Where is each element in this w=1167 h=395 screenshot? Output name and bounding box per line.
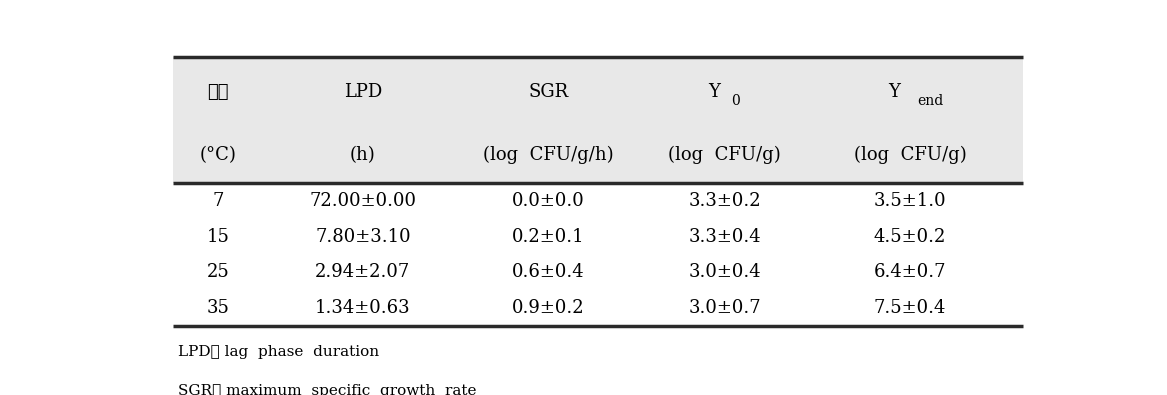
- Text: (°C): (°C): [200, 147, 237, 164]
- Text: 7.80±3.10: 7.80±3.10: [315, 228, 411, 246]
- Bar: [173, 56, 1023, 183]
- Text: 3.0±0.7: 3.0±0.7: [689, 299, 761, 317]
- Text: 4.5±0.2: 4.5±0.2: [874, 228, 946, 246]
- Text: 1.34±0.63: 1.34±0.63: [315, 299, 411, 317]
- Text: 3.3±0.4: 3.3±0.4: [689, 228, 761, 246]
- Text: 25: 25: [207, 263, 230, 282]
- Text: 2.94±2.07: 2.94±2.07: [315, 263, 411, 282]
- Text: Y: Y: [888, 83, 900, 101]
- Text: SGR: SGR: [529, 83, 568, 101]
- Text: end: end: [917, 94, 943, 108]
- Text: 0.6±0.4: 0.6±0.4: [512, 263, 585, 282]
- Text: 15: 15: [207, 228, 230, 246]
- Text: Y: Y: [708, 83, 720, 101]
- Text: 0: 0: [732, 94, 740, 108]
- Text: LPD： lag  phase  duration: LPD： lag phase duration: [177, 344, 378, 359]
- Text: 3.0±0.4: 3.0±0.4: [689, 263, 761, 282]
- Text: (log  CFU/g): (log CFU/g): [669, 146, 781, 164]
- Text: 3.3±0.2: 3.3±0.2: [689, 192, 761, 210]
- Text: (log  CFU/g): (log CFU/g): [854, 146, 966, 164]
- Text: LPD: LPD: [344, 83, 382, 101]
- Text: SGR： maximum  specific  growth  rate: SGR： maximum specific growth rate: [177, 384, 476, 395]
- Text: 35: 35: [207, 299, 230, 317]
- Text: (h): (h): [350, 147, 376, 164]
- Text: 7: 7: [212, 192, 224, 210]
- Text: 72.00±0.00: 72.00±0.00: [309, 192, 417, 210]
- Text: 온도: 온도: [208, 83, 229, 101]
- Text: 0.9±0.2: 0.9±0.2: [512, 299, 585, 317]
- Text: 7.5±0.4: 7.5±0.4: [874, 299, 946, 317]
- Text: 0.2±0.1: 0.2±0.1: [512, 228, 585, 246]
- Text: (log  CFU/g/h): (log CFU/g/h): [483, 146, 614, 164]
- Text: 3.5±1.0: 3.5±1.0: [874, 192, 946, 210]
- Text: 0.0±0.0: 0.0±0.0: [512, 192, 585, 210]
- Text: 6.4±0.7: 6.4±0.7: [874, 263, 946, 282]
